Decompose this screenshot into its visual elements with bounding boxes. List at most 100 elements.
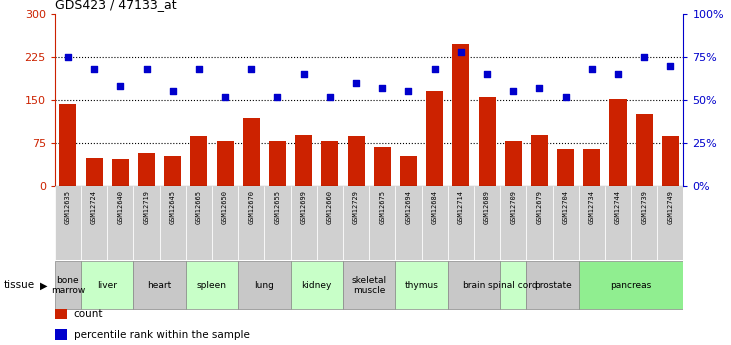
Bar <box>579 186 605 260</box>
Bar <box>579 262 683 309</box>
Point <box>664 63 676 68</box>
Point <box>376 85 388 91</box>
Text: count: count <box>74 309 103 319</box>
Text: heart: heart <box>148 281 172 290</box>
Bar <box>269 141 286 186</box>
Bar <box>55 186 81 260</box>
Bar <box>557 149 574 186</box>
Text: GSM12655: GSM12655 <box>274 190 281 224</box>
Bar <box>395 186 422 260</box>
Bar <box>426 91 443 186</box>
Bar <box>216 141 234 186</box>
Point <box>612 71 624 77</box>
Bar <box>243 118 260 186</box>
Point <box>481 71 493 77</box>
Text: brain: brain <box>462 281 485 290</box>
Bar <box>81 186 107 260</box>
Bar <box>238 186 265 260</box>
Text: GSM12709: GSM12709 <box>510 190 516 224</box>
Bar <box>290 262 343 309</box>
Text: ▶: ▶ <box>40 280 48 290</box>
Point <box>638 54 650 60</box>
Text: thymus: thymus <box>404 281 439 290</box>
Text: GSM12724: GSM12724 <box>91 190 97 224</box>
Bar <box>133 262 186 309</box>
Bar <box>238 262 290 309</box>
Point <box>272 94 284 99</box>
Bar <box>322 141 338 186</box>
Bar <box>59 104 77 186</box>
Text: GSM12675: GSM12675 <box>379 190 385 224</box>
Text: GSM12729: GSM12729 <box>353 190 359 224</box>
Point <box>403 89 414 94</box>
Text: GSM12739: GSM12739 <box>641 190 647 224</box>
Bar <box>583 149 600 186</box>
Text: GSM12645: GSM12645 <box>170 190 175 224</box>
Text: prostate: prostate <box>534 281 572 290</box>
Bar <box>531 135 548 186</box>
Bar <box>447 262 500 309</box>
Bar <box>553 186 579 260</box>
Point <box>193 66 205 72</box>
Text: GSM12734: GSM12734 <box>588 190 595 224</box>
Bar <box>295 135 312 186</box>
Bar <box>400 156 417 186</box>
Bar <box>662 136 679 186</box>
Bar <box>265 186 290 260</box>
Point <box>115 83 126 89</box>
Bar <box>55 329 67 340</box>
Point <box>560 94 572 99</box>
Text: GSM12670: GSM12670 <box>249 190 254 224</box>
Text: pancreas: pancreas <box>610 281 652 290</box>
Bar <box>55 309 67 319</box>
Bar <box>86 158 102 186</box>
Point <box>429 66 441 72</box>
Point <box>324 94 336 99</box>
Point <box>219 94 231 99</box>
Text: GSM12749: GSM12749 <box>667 190 673 224</box>
Point <box>455 49 466 55</box>
Text: GSM12679: GSM12679 <box>537 190 542 224</box>
Bar <box>452 44 469 186</box>
Text: lung: lung <box>254 281 274 290</box>
Bar <box>526 186 553 260</box>
Text: GSM12719: GSM12719 <box>143 190 150 224</box>
Point <box>298 71 309 77</box>
Point <box>88 66 100 72</box>
Point <box>246 66 257 72</box>
Bar <box>186 186 212 260</box>
Bar <box>526 262 579 309</box>
Text: skeletal
muscle: skeletal muscle <box>352 276 387 295</box>
Bar <box>636 115 653 186</box>
Text: GDS423 / 47133_at: GDS423 / 47133_at <box>55 0 176 11</box>
Bar <box>610 99 626 186</box>
Bar <box>343 186 369 260</box>
Bar <box>395 262 447 309</box>
Text: GSM12699: GSM12699 <box>300 190 307 224</box>
Bar <box>422 186 447 260</box>
Bar <box>317 186 343 260</box>
Text: GSM12694: GSM12694 <box>406 190 412 224</box>
Bar <box>81 262 133 309</box>
Point <box>507 89 519 94</box>
Bar <box>164 156 181 186</box>
Text: kidney: kidney <box>302 281 332 290</box>
Text: GSM12635: GSM12635 <box>65 190 71 224</box>
Point <box>534 85 545 91</box>
Text: GSM12660: GSM12660 <box>327 190 333 224</box>
Text: percentile rank within the sample: percentile rank within the sample <box>74 330 249 339</box>
Bar <box>474 186 500 260</box>
Bar <box>133 186 159 260</box>
Point <box>586 66 598 72</box>
Bar <box>479 97 496 186</box>
Text: GSM12665: GSM12665 <box>196 190 202 224</box>
Bar <box>159 186 186 260</box>
Bar <box>347 136 365 186</box>
Text: GSM12744: GSM12744 <box>615 190 621 224</box>
Point <box>167 89 178 94</box>
Text: GSM12704: GSM12704 <box>563 190 569 224</box>
Text: liver: liver <box>97 281 117 290</box>
Bar <box>504 141 522 186</box>
Bar <box>112 159 129 186</box>
Bar <box>631 186 657 260</box>
